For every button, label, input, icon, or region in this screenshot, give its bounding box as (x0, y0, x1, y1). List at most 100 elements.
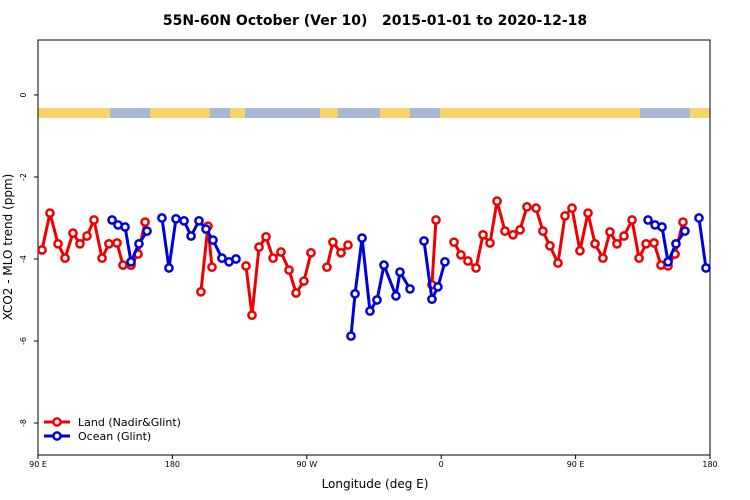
data-point (365, 306, 375, 316)
data-point (157, 213, 167, 223)
data-point (634, 253, 644, 264)
data-point (427, 294, 437, 305)
data-point (179, 215, 189, 226)
data-point (522, 202, 532, 212)
data-point (207, 262, 217, 273)
data-point (649, 238, 659, 248)
data-point (538, 226, 548, 236)
data-point (379, 260, 389, 270)
legend-label: Ocean (Glint) (78, 430, 151, 443)
data-point (322, 262, 332, 273)
data-point (231, 254, 241, 264)
data-point (560, 211, 570, 221)
data-point (694, 213, 704, 223)
data-point (492, 196, 502, 207)
data-point (112, 238, 122, 248)
data-point (678, 217, 688, 227)
data-point (261, 231, 271, 242)
data-point (627, 215, 637, 225)
land-band (690, 108, 710, 118)
data-point (545, 241, 555, 251)
data-point (186, 231, 196, 241)
data-point (372, 295, 382, 305)
y-tick-label: 0 (19, 92, 28, 97)
data-point (485, 238, 495, 248)
x-tick-label: 180 (165, 460, 180, 469)
land-band (320, 108, 338, 118)
data-point (605, 227, 615, 237)
data-point (567, 203, 577, 213)
data-point (657, 222, 667, 232)
data-point (598, 253, 608, 264)
data-point (612, 238, 622, 249)
data-point (643, 215, 653, 225)
data-point (440, 257, 450, 267)
data-point (508, 229, 518, 240)
data-point (357, 233, 367, 243)
data-point (140, 217, 150, 227)
data-point (194, 215, 204, 226)
data-point (456, 250, 466, 260)
data-point (500, 226, 510, 236)
data-point (299, 276, 309, 286)
data-point (201, 224, 211, 234)
x-tick-label: 180 (702, 460, 717, 469)
land-band (440, 108, 640, 118)
data-point (531, 203, 541, 213)
data-point (241, 261, 251, 271)
y-axis-label: XCO2 - MLO trend (ppm) (1, 174, 15, 321)
data-point (619, 231, 629, 241)
data-point (68, 228, 78, 238)
data-point (208, 235, 218, 245)
data-point (663, 257, 673, 267)
legend-marker (52, 431, 62, 441)
data-point (254, 242, 264, 252)
data-point (276, 247, 286, 257)
x-tick-label: 90 E (567, 460, 585, 469)
data-point (671, 238, 681, 249)
data-point (641, 238, 651, 249)
data-point (82, 231, 92, 241)
data-point (45, 208, 55, 218)
legend-marker (52, 417, 62, 427)
data-point (590, 238, 600, 249)
data-point (107, 215, 117, 225)
data-point (343, 240, 353, 250)
legend-label: Land (Nadir&Glint) (78, 416, 181, 429)
data-point (478, 229, 488, 240)
y-tick-label: -4 (19, 255, 28, 263)
data-point (104, 238, 114, 249)
data-point (120, 222, 130, 232)
data-point (37, 245, 47, 255)
data-point (680, 226, 690, 236)
data-point (431, 215, 441, 225)
chart-title: 55N-60N October (Ver 10) 2015-01-01 to 2… (163, 13, 587, 29)
data-point (391, 291, 401, 301)
data-point (268, 253, 278, 264)
data-point (134, 238, 144, 249)
land-band (38, 108, 110, 118)
data-point (126, 257, 136, 267)
data-point (395, 267, 405, 277)
data-point (306, 247, 316, 258)
data-point (53, 238, 63, 249)
x-axis-label: Longitude (deg E) (322, 477, 429, 491)
data-point (346, 331, 356, 341)
data-point (433, 282, 443, 292)
land-ocean-strip (38, 108, 710, 118)
data-point (515, 225, 525, 235)
y-tick-label: -8 (19, 419, 28, 427)
data-point (118, 260, 128, 270)
y-tick-label: -2 (19, 173, 28, 181)
data-point (463, 256, 473, 266)
data-point (60, 253, 70, 264)
data-point (97, 253, 107, 264)
data-point (553, 258, 563, 268)
data-point (89, 215, 99, 225)
land-band (380, 108, 410, 118)
data-point (196, 286, 206, 297)
data-point (217, 253, 227, 264)
data-point (328, 237, 338, 248)
data-point (350, 288, 360, 299)
